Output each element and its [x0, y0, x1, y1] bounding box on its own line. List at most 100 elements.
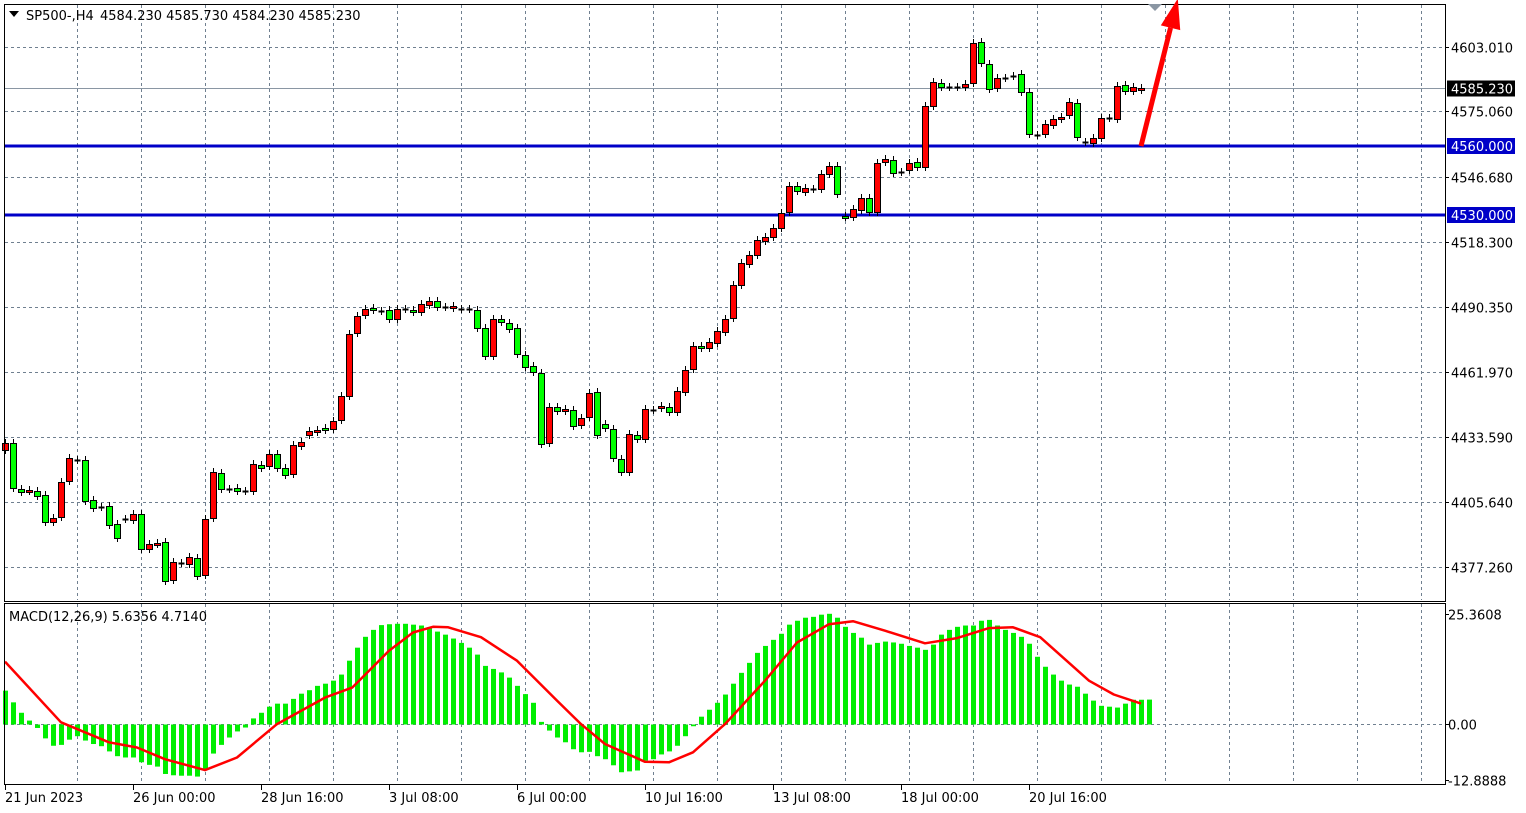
- triangle-down-icon[interactable]: [9, 11, 19, 17]
- candle: [922, 102, 929, 171]
- candle: [426, 297, 433, 309]
- macd-histogram-bar: [987, 619, 992, 725]
- candle-body: [1074, 103, 1081, 138]
- candle-body: [1026, 92, 1033, 135]
- macd-histogram-bar: [147, 724, 152, 765]
- macd-histogram-bar: [1123, 703, 1128, 725]
- candle: [82, 456, 89, 505]
- candle: [298, 438, 305, 450]
- candle: [498, 315, 505, 326]
- macd-histogram-bar: [155, 724, 160, 767]
- candle: [210, 468, 217, 522]
- arrow-annotation[interactable]: [1138, 0, 1181, 147]
- chart-shift-marker-icon[interactable]: [1148, 4, 1162, 11]
- level-lines[interactable]: [5, 144, 1445, 217]
- candle-body: [290, 445, 297, 475]
- candle-body: [578, 418, 585, 426]
- macd-histogram-bar: [1027, 643, 1032, 725]
- candle-body: [2, 443, 9, 451]
- macd-histogram-bar: [235, 724, 240, 732]
- macd-histogram-bar: [67, 724, 72, 740]
- candle-body: [386, 310, 393, 320]
- macd-histogram-bar: [1115, 707, 1120, 725]
- horizontal-level-line[interactable]: [5, 144, 1445, 148]
- time-axis[interactable]: 21 Jun 2023 26 Jun 00:00 28 Jun 16:00 3 Jul…: [5, 785, 1107, 806]
- candle-body: [738, 263, 745, 286]
- candle-body: [602, 424, 609, 429]
- candle: [994, 74, 1001, 92]
- macd-histogram-bar: [211, 724, 216, 754]
- candle-body: [642, 409, 649, 440]
- macd-histogram-bar: [323, 683, 328, 725]
- price-tick-label: 4603.010: [1451, 42, 1513, 57]
- candle-body: [714, 331, 721, 344]
- candle-body: [234, 488, 241, 492]
- candle-body: [682, 370, 689, 393]
- candle: [154, 539, 161, 548]
- candle-body: [154, 543, 161, 546]
- candle-body: [834, 166, 841, 195]
- macd-histogram-bar: [99, 724, 104, 747]
- candle: [178, 559, 185, 567]
- candle: [282, 464, 289, 479]
- candle-body: [34, 491, 41, 497]
- macd-histogram-bar: [715, 702, 720, 725]
- candle-body: [906, 163, 913, 171]
- candle: [34, 487, 41, 500]
- price-tick-label: 4461.970: [1451, 367, 1513, 382]
- candle: [746, 251, 753, 268]
- candle-body: [938, 83, 945, 88]
- macd-histogram-bar: [1011, 632, 1016, 725]
- candle-body: [706, 342, 713, 349]
- candle: [818, 170, 825, 193]
- candle-body: [82, 460, 89, 502]
- macd-histogram-bar: [11, 702, 16, 725]
- candle-body: [1114, 86, 1121, 120]
- candle: [578, 414, 585, 429]
- macd-histogram-bar: [187, 724, 192, 776]
- candle-body: [394, 309, 401, 320]
- macd-histogram-bar: [547, 724, 552, 731]
- candle-body: [1098, 118, 1105, 139]
- macd-histogram-bar: [1083, 693, 1088, 725]
- candle: [554, 403, 561, 415]
- candle: [1106, 114, 1113, 122]
- candle-body: [274, 454, 281, 469]
- trend-arrow-shaft[interactable]: [1138, 27, 1173, 147]
- candle: [514, 324, 521, 358]
- candle: [314, 426, 321, 436]
- macd-histogram-bar: [763, 645, 768, 725]
- candle: [586, 389, 593, 421]
- macd-histogram-bar: [203, 724, 208, 770]
- candle-body: [218, 473, 225, 490]
- candle-body: [554, 407, 561, 412]
- horizontal-level-line[interactable]: [5, 213, 1445, 217]
- macd-histogram-bar: [499, 672, 504, 725]
- candle: [434, 297, 441, 311]
- macd-histogram-bar: [451, 638, 456, 725]
- candle-body: [106, 506, 113, 526]
- macd-histogram-bar: [747, 662, 752, 725]
- candle: [1050, 115, 1057, 129]
- macd-histogram-bar: [867, 644, 872, 725]
- candle-body: [186, 557, 193, 565]
- candle: [1114, 82, 1121, 123]
- candle-body: [922, 106, 929, 168]
- arrow-up-icon[interactable]: [1160, 0, 1181, 31]
- candle-body: [90, 500, 97, 509]
- macd-histogram-bar: [43, 724, 48, 739]
- candle: [162, 538, 169, 585]
- macd-histogram-bar: [1147, 699, 1152, 725]
- ohlc-values: 4584.230 4585.730 4584.230 4585.230: [100, 9, 361, 24]
- candle-body: [634, 435, 641, 440]
- candle: [130, 510, 137, 524]
- candle: [738, 259, 745, 289]
- macd-histogram-bar: [691, 724, 696, 727]
- candle-body: [970, 43, 977, 84]
- candle: [602, 420, 609, 432]
- macd-histogram-bar: [283, 703, 288, 725]
- candle-body: [626, 434, 633, 473]
- price-axis[interactable]: 4603.010 4575.060 4546.680 4518.300 4490.350…: [1445, 42, 1515, 790]
- candle: [762, 233, 769, 245]
